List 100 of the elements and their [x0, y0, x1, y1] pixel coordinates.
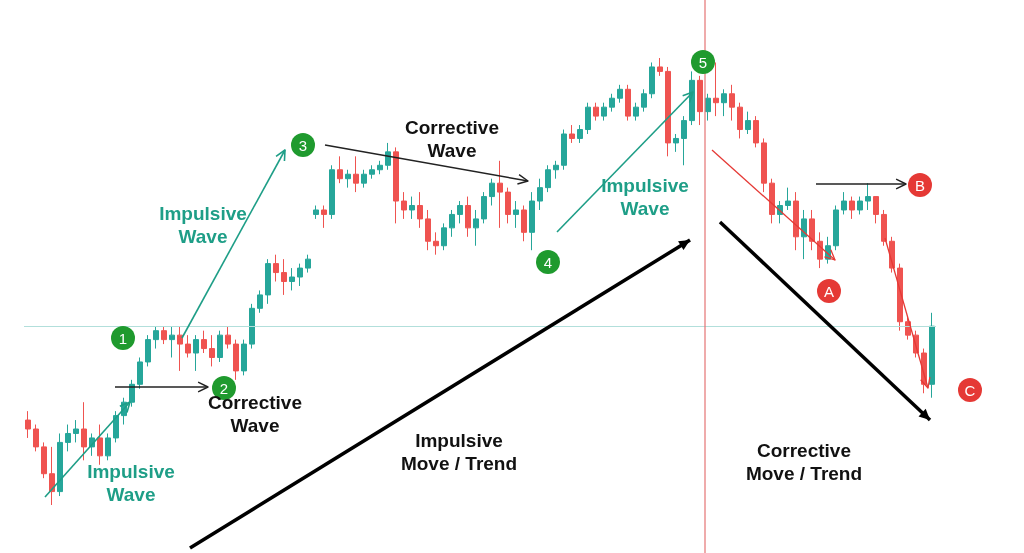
candlestick: [217, 330, 223, 363]
circle-badge: 3: [291, 133, 315, 157]
candlestick: [457, 200, 463, 224]
candlestick: [737, 102, 743, 139]
candlestick: [785, 187, 791, 211]
candlestick: [625, 84, 631, 122]
candlestick: [313, 205, 319, 220]
candlestick: [881, 209, 887, 247]
candlestick: [193, 334, 199, 372]
circle-badge: 5: [691, 50, 715, 74]
candlestick: [929, 312, 935, 399]
candlestick: [489, 178, 495, 207]
candlestick: [441, 222, 447, 251]
candlestick: [745, 111, 751, 135]
candlestick: [553, 160, 559, 180]
candlestick: [841, 191, 847, 215]
circle-badge: 4: [536, 250, 560, 274]
candlestick: [329, 164, 335, 220]
candlestick: [25, 410, 31, 439]
candlestick: [377, 160, 383, 175]
candlestick: [465, 196, 471, 238]
candlestick: [729, 84, 735, 122]
candlestick: [57, 432, 63, 497]
candlestick: [657, 57, 663, 77]
candlestick: [409, 196, 415, 220]
candlestick: [233, 339, 239, 381]
candlestick: [585, 102, 591, 135]
circle-badge: C: [958, 378, 982, 402]
annotation: Impulsive Wave: [159, 202, 247, 248]
candlestick: [793, 191, 799, 251]
candlestick: [697, 75, 703, 126]
candlestick: [281, 258, 287, 296]
annotation: B: [914, 176, 925, 194]
annotation: Impulsive Wave: [601, 174, 689, 220]
candlestick: [897, 263, 903, 332]
candlestick: [345, 169, 351, 189]
candlestick: [873, 196, 879, 224]
candlestick: [721, 88, 727, 117]
candlestick: [665, 66, 671, 157]
candlestick: [97, 424, 103, 466]
candlestick: [713, 61, 719, 117]
candlestick: [705, 93, 711, 122]
annotation: 4: [543, 253, 553, 271]
candlestick: [633, 102, 639, 122]
candlestick: [649, 61, 655, 99]
annotation: 3: [298, 136, 308, 154]
candlestick: [145, 334, 151, 367]
candlestick: [681, 115, 687, 166]
candlestick: [305, 254, 311, 274]
circle-badge: A: [817, 279, 841, 303]
candlestick: [473, 209, 479, 247]
candlestick: [273, 254, 279, 282]
circle-badge: 1: [111, 326, 135, 350]
candlestick: [849, 196, 855, 220]
candlestick: [449, 209, 455, 238]
candlestick: [673, 133, 679, 153]
candlestick: [833, 205, 839, 251]
annotation: Corrective Move / Trend: [745, 439, 863, 485]
candlestick: [321, 205, 327, 229]
candlestick: [609, 93, 615, 113]
candlestick: [753, 115, 759, 148]
candlestick: [537, 178, 543, 211]
candlestick: [593, 102, 599, 122]
candlestick: [561, 129, 567, 171]
candlestick: [385, 142, 391, 171]
annotation: Impulsive Wave: [87, 460, 175, 506]
candlestick: [201, 330, 207, 354]
candlestick: [369, 164, 375, 180]
candlestick: [769, 178, 775, 224]
candlestick: [865, 182, 871, 211]
candlestick: [49, 446, 55, 506]
circle-badge: B: [908, 173, 932, 197]
candlestick: [481, 191, 487, 224]
candlestick: [337, 155, 343, 184]
candlestick: [817, 231, 823, 269]
candlestick: [241, 339, 247, 376]
candlestick: [361, 169, 367, 189]
candlestick: [433, 231, 439, 256]
candlestick: [425, 209, 431, 251]
annotation: A: [823, 282, 834, 300]
candlestick: [105, 432, 111, 461]
candlestick: [113, 410, 119, 443]
candlestick: [809, 209, 815, 251]
candlestick: [801, 209, 807, 260]
candlestick: [601, 102, 607, 122]
candlestick: [81, 401, 87, 461]
candlestick: [225, 325, 231, 350]
candlestick: [209, 334, 215, 367]
candlestick: [857, 196, 863, 215]
candlestick: [177, 325, 183, 372]
candlestick: [169, 325, 175, 358]
candlestick: [153, 325, 159, 350]
annotation: Impulsive Move / Trend: [400, 429, 518, 475]
candlestick: [393, 146, 399, 224]
candlestick: [641, 88, 647, 113]
candlestick: [289, 267, 295, 291]
candlestick: [497, 160, 503, 229]
candlestick: [521, 205, 527, 242]
candlestick: [417, 191, 423, 229]
annotation: 2: [219, 379, 229, 397]
